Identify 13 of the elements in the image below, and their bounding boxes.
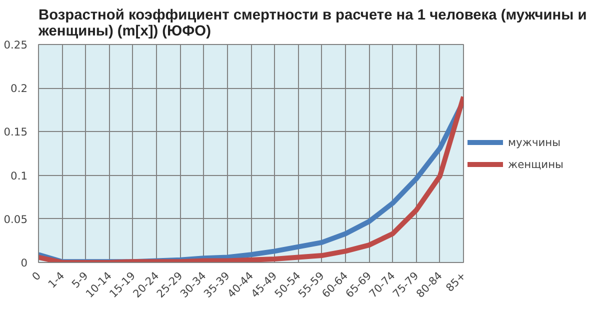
legend-label: мужчины xyxy=(508,136,561,148)
y-tick-label: 0.2 xyxy=(10,82,28,96)
x-tick-label: 85+ xyxy=(443,269,468,294)
y-tick-label: 0.25 xyxy=(4,38,28,52)
x-tick-label: 5-9 xyxy=(69,269,91,291)
y-tick-label: 0.15 xyxy=(4,126,28,139)
x-tick-label: 1-4 xyxy=(46,269,68,291)
y-tick-label: 0 xyxy=(20,256,28,270)
y-tick-label: 0.1 xyxy=(10,169,28,182)
y-tick-label: 0.05 xyxy=(4,212,28,226)
chart-title: Возрастной коэффициент смертности в расчете на 1 человека (мужчины и женщины) (m[x]) (ЮФО) xyxy=(38,8,587,40)
x-tick-label: 0 xyxy=(29,269,44,284)
legend-label: женщины xyxy=(508,158,564,170)
